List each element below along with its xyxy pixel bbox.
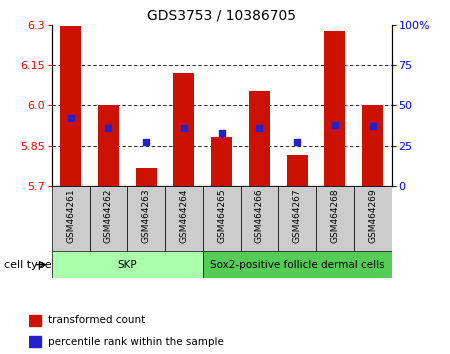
Bar (203, 186, 240, 251)
Point (293, 139, 301, 145)
Bar (98, 105, 119, 186)
Bar (324, 32, 345, 186)
Bar (136, 169, 157, 186)
Text: GSM464262: GSM464262 (104, 188, 113, 243)
Bar (278, 186, 316, 251)
Title: GDS3753 / 10386705: GDS3753 / 10386705 (147, 8, 296, 22)
Bar (316, 186, 354, 251)
Text: percentile rank within the sample: percentile rank within the sample (48, 337, 224, 347)
Bar (165, 186, 203, 251)
Text: transformed count: transformed count (48, 315, 145, 325)
Text: Sox2-positive follicle dermal cells: Sox2-positive follicle dermal cells (210, 259, 384, 270)
Bar (211, 137, 232, 186)
Bar (29, 336, 41, 347)
Text: GSM464268: GSM464268 (330, 188, 339, 243)
Bar (203, 251, 392, 278)
Bar (29, 315, 41, 326)
Bar (287, 155, 307, 186)
Bar (90, 186, 127, 251)
Bar (52, 251, 203, 278)
Point (256, 125, 263, 131)
Point (331, 122, 338, 127)
Bar (362, 104, 383, 186)
Text: GSM464269: GSM464269 (368, 188, 377, 243)
Text: GSM464266: GSM464266 (255, 188, 264, 243)
Text: SKP: SKP (117, 259, 137, 270)
Bar (240, 186, 278, 251)
Text: cell type: cell type (4, 259, 52, 270)
Point (105, 125, 112, 131)
Text: GSM464263: GSM464263 (142, 188, 151, 243)
Bar (52, 186, 90, 251)
Text: GSM464264: GSM464264 (180, 188, 189, 243)
Bar (60, 26, 81, 186)
Bar (249, 91, 270, 186)
Bar (127, 186, 165, 251)
Text: GSM464261: GSM464261 (66, 188, 75, 243)
Point (143, 139, 150, 145)
Text: GSM464267: GSM464267 (292, 188, 302, 243)
Point (369, 124, 376, 129)
Point (180, 125, 188, 131)
Bar (354, 186, 392, 251)
Bar (174, 73, 194, 186)
Point (218, 130, 225, 136)
Text: GSM464265: GSM464265 (217, 188, 226, 243)
Point (67, 115, 74, 121)
